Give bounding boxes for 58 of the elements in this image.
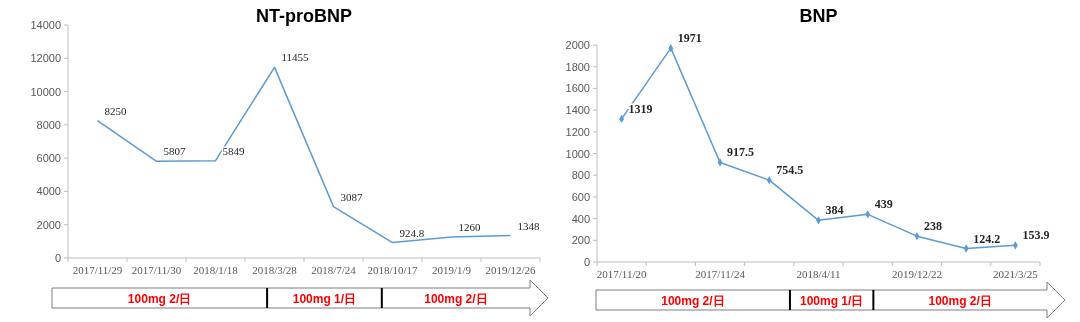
data-label: 439	[874, 197, 893, 212]
data-label: 8250	[104, 104, 127, 117]
data-label: 11455	[281, 51, 310, 64]
x-tick-label: 2017/11/30	[131, 264, 182, 276]
x-tick-label: 2018/1/18	[193, 264, 239, 276]
y-tick-label: 10000	[30, 85, 61, 98]
x-tick-label: 2017/11/24	[695, 268, 746, 280]
chart-title: BNP	[799, 6, 838, 26]
y-tick-label: 12000	[30, 52, 61, 65]
y-tick-label: 400	[571, 212, 590, 225]
x-tick-label: 2019/12/22	[891, 268, 943, 280]
data-label: 384	[825, 203, 844, 218]
data-label: 1319	[628, 101, 653, 116]
text: 100mg 2/日	[928, 294, 992, 308]
data-label: 754.5	[776, 163, 804, 178]
data-label: 924.8	[399, 226, 425, 239]
y-tick-label: 1000	[565, 147, 590, 160]
x-tick-label: 2018/3/28	[252, 264, 298, 276]
data-label: 1348	[517, 219, 540, 232]
data-label: 1260	[458, 221, 481, 234]
text: 100mg 1/日	[799, 294, 864, 308]
data-label: 153.9	[1022, 228, 1050, 243]
y-tick-label: 1400	[565, 104, 590, 117]
text: 100mg 2/日	[127, 292, 192, 306]
y-tick-label: 8000	[36, 118, 61, 131]
x-tick-label: 2017/11/20	[596, 268, 647, 280]
line-series	[96, 66, 512, 244]
chart-title: NT-proBNP	[256, 6, 352, 26]
x-tick-label: 2019/12/26	[485, 264, 537, 276]
data-label: 5849	[222, 144, 245, 157]
data-label: 1971	[677, 31, 702, 46]
y-tick-label: 800	[571, 169, 590, 182]
y-tick-label: 1800	[565, 60, 590, 73]
x-tick-label: 2017/11/29	[72, 264, 123, 276]
y-tick-label: 1600	[565, 82, 590, 95]
y-tick-label: 600	[571, 190, 590, 203]
data-label: 5807	[163, 145, 186, 158]
text: 100mg 1/日	[292, 292, 357, 306]
x-tick-label: 2019/1/9	[431, 264, 472, 276]
x-tick-label: 2018/7/24	[311, 264, 357, 276]
text: 100mg 2/日	[661, 294, 725, 308]
data-label: 3087	[340, 190, 363, 203]
y-tick-label: 6000	[36, 152, 61, 165]
x-tick-label: 2018/4/11	[796, 268, 841, 280]
y-tick-label: 200	[571, 234, 590, 247]
data-label: 238	[923, 219, 942, 234]
y-tick-label: 4000	[36, 185, 61, 198]
data-label: 124.2	[973, 231, 1001, 246]
y-tick-label: 14000	[30, 19, 61, 31]
y-tick-label: 0	[583, 256, 590, 268]
y-tick-label: 1200	[565, 125, 590, 138]
y-tick-label: 0	[54, 252, 61, 264]
x-tick-label: 2021/3/25	[993, 268, 1039, 280]
x-tick-label: 2018/10/17	[367, 264, 419, 276]
text: 100mg 2/日	[424, 292, 488, 306]
y-tick-label: 2000	[565, 39, 590, 51]
data-label: 917.5	[727, 145, 755, 160]
y-tick-label: 2000	[36, 218, 61, 231]
